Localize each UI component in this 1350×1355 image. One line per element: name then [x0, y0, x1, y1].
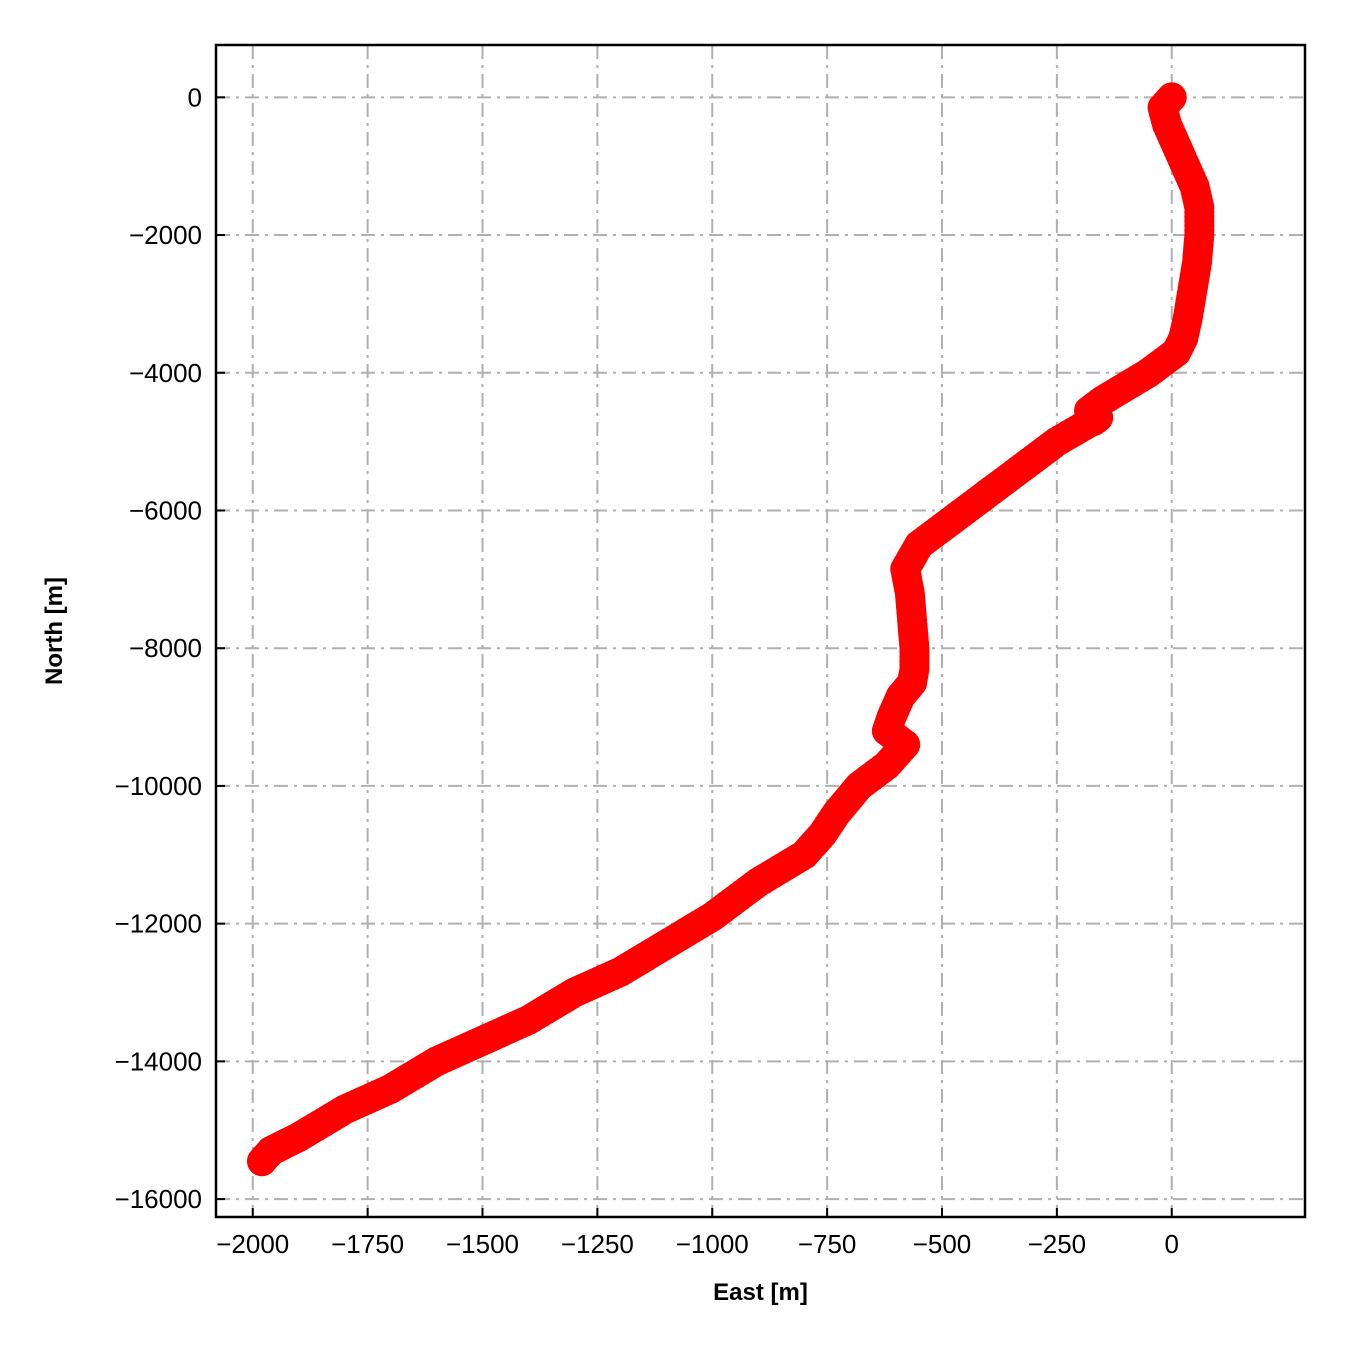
y-axis-label: North [m]	[41, 577, 68, 685]
x-tick-label: −250	[1028, 1229, 1087, 1259]
track-series	[246, 82, 1215, 1177]
y-tick-label: −8000	[129, 633, 202, 663]
y-tick-label: −2000	[129, 220, 202, 250]
x-tick-label: −1000	[676, 1229, 749, 1259]
y-tick-label: −12000	[115, 909, 202, 939]
track-point	[246, 1146, 277, 1177]
x-tick-label: 0	[1165, 1229, 1179, 1259]
x-tick-label: −1500	[446, 1229, 519, 1259]
y-tick-label: −16000	[115, 1184, 202, 1214]
y-tick-label: −4000	[129, 358, 202, 388]
x-tick-label: −1250	[561, 1229, 634, 1259]
y-tick-label: −10000	[115, 771, 202, 801]
x-tick-label: −1750	[331, 1229, 404, 1259]
plot-frame	[214, 43, 1307, 1219]
grid	[216, 45, 1305, 1217]
y-tick-label: −14000	[115, 1046, 202, 1076]
x-axis-label: East [m]	[713, 1279, 808, 1306]
y-tick-label: 0	[188, 82, 202, 112]
y-tick-label: −6000	[129, 495, 202, 525]
x-tick-label: −500	[913, 1229, 972, 1259]
x-tick-label: −750	[798, 1229, 857, 1259]
axis-ticks: −2000 −1750 −1500 −1250 −1000 −750 −500 −250 0 0 −…	[115, 82, 1179, 1259]
x-tick-label: −2000	[216, 1229, 289, 1259]
